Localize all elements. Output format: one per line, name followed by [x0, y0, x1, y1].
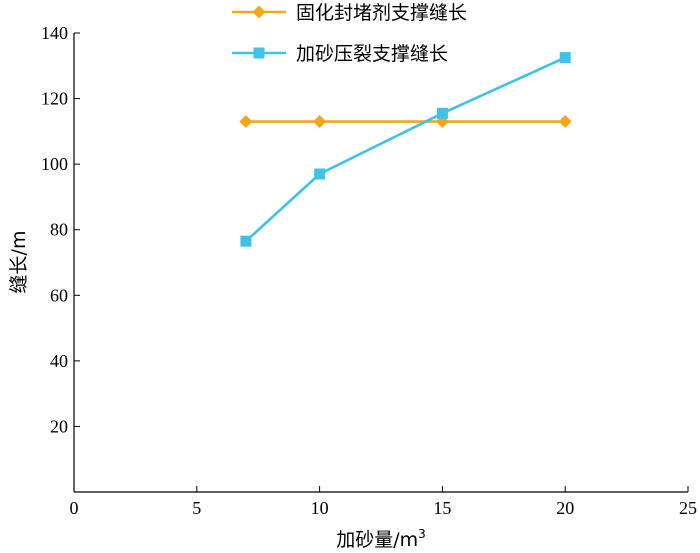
series-line: [245, 56, 566, 243]
y-tick-label: 20: [50, 416, 68, 436]
x-ticks: 0 5 10 15 20 25: [70, 486, 697, 518]
x-tick-label: 15: [433, 498, 451, 518]
y-ticks: 20 40 60 80 100 120 140: [41, 23, 80, 436]
x-tick-label: 5: [192, 498, 201, 518]
legend-swatch-marker: [253, 47, 265, 59]
y-tick-label: 140: [41, 23, 68, 43]
data-point: [559, 52, 571, 64]
y-tick-label: 40: [50, 351, 68, 371]
series-layer: [239, 52, 572, 247]
x-axis-title: 加砂量/m3: [336, 527, 426, 551]
series-1: [239, 115, 572, 129]
data-point: [239, 115, 253, 129]
legend-label: 加砂压裂支撑缝长: [296, 43, 448, 65]
data-point: [240, 235, 252, 247]
legend-entry-2: 加砂压裂支撑缝长: [232, 43, 448, 65]
x-tick-label: 20: [556, 498, 574, 518]
x-axis-title-superscript: 3: [418, 527, 426, 541]
legend-entry-1: 固化封堵剂支撑缝长: [232, 2, 467, 24]
legend-swatch-marker: [252, 5, 266, 19]
data-point: [558, 115, 572, 129]
data-point: [313, 115, 327, 129]
y-tick-label: 60: [50, 285, 68, 305]
x-tick-label: 10: [311, 498, 329, 518]
y-tick-label: 120: [41, 89, 68, 109]
y-tick-label: 80: [50, 220, 68, 240]
y-tick-label: 100: [41, 154, 68, 174]
y-axis-title: 缝长/m: [8, 231, 30, 294]
x-tick-label: 25: [679, 498, 697, 518]
data-point: [436, 107, 448, 119]
axes: [73, 33, 688, 493]
data-point: [314, 168, 326, 180]
legend-label: 固化封堵剂支撑缝长: [296, 2, 467, 24]
x-tick-label: 0: [70, 498, 79, 518]
series-2: [240, 52, 571, 247]
